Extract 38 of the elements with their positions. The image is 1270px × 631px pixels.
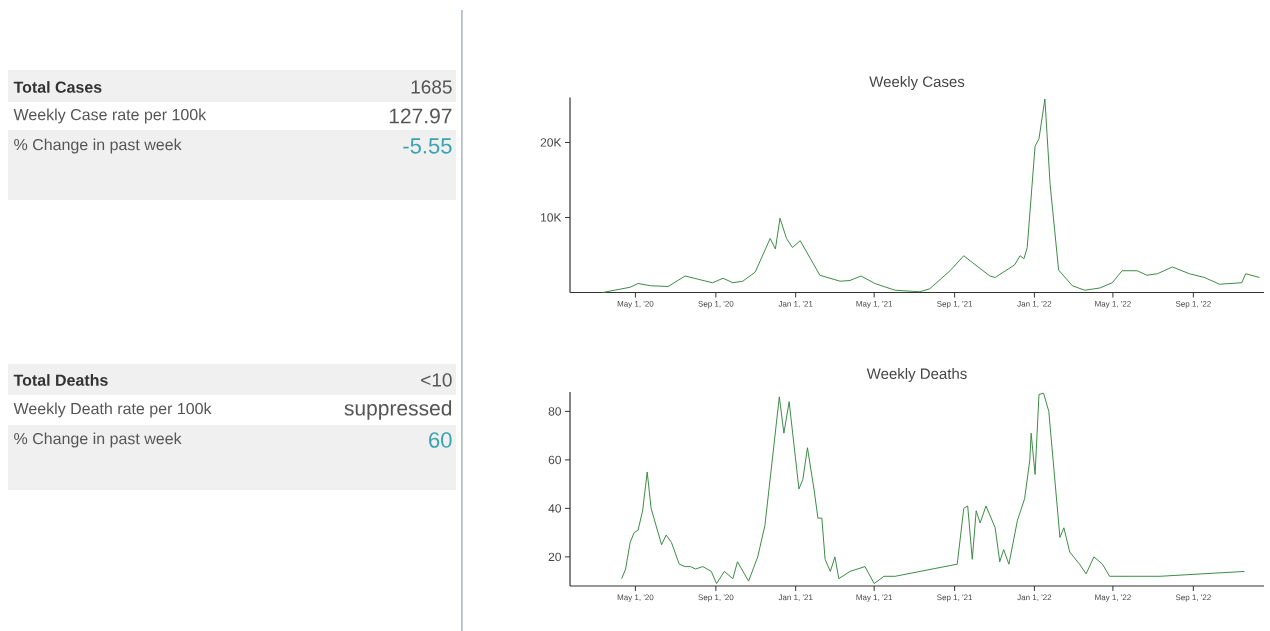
x-tick-label: May 1, '20: [617, 594, 654, 602]
text: % Change in past week: [14, 138, 182, 154]
x-tick-label: Jan 1, '21: [778, 301, 813, 308]
x-tick-label: Sep 1, '21: [937, 301, 973, 309]
y-tick-label: 60: [548, 455, 562, 465]
chart-title: Weekly Cases: [869, 76, 965, 90]
x-tick-label: Sep 1, '20: [698, 301, 734, 309]
line-series: [602, 98, 1260, 293]
x-tick-label: May 1, '20: [617, 301, 654, 309]
x-tick-label: Sep 1, '22: [1175, 301, 1211, 309]
y-tick-label: 10K: [541, 213, 562, 222]
line-series: [621, 392, 1245, 585]
x-tick-label: May 1, '22: [1095, 301, 1131, 309]
y-tick-label: 20: [548, 552, 562, 562]
x-tick-label: Sep 1, '20: [698, 594, 734, 602]
x-tick-label: Sep 1, '22: [1175, 594, 1211, 602]
text: 60: [429, 432, 452, 448]
text: % Change in past week: [14, 432, 182, 448]
x-tick-label: May 1, '21: [856, 301, 893, 309]
text: Weekly Case rate per 100k: [13, 108, 207, 124]
text: 1685: [411, 80, 452, 94]
y-tick-label: 20K: [540, 138, 562, 147]
text: -5.55: [403, 138, 452, 154]
text: 127.97: [389, 108, 452, 124]
x-tick-label: May 1, '22: [1095, 594, 1131, 602]
x-tick-label: Jan 1, '22: [1017, 594, 1052, 602]
chart-title: Weekly Deaths: [866, 368, 967, 382]
x-tick-label: May 1, '21: [856, 594, 893, 602]
text: <10: [421, 373, 452, 387]
text: Total Cases: [13, 81, 102, 93]
y-tick-label: 80: [548, 407, 562, 416]
y-tick-label: 40: [548, 504, 562, 513]
text: suppressed: [344, 400, 452, 420]
x-tick-label: Jan 1, '21: [778, 594, 813, 602]
x-tick-label: Sep 1, '21: [937, 594, 973, 602]
x-tick-label: Jan 1, '22: [1017, 301, 1052, 308]
text: Weekly Death rate per 100k: [13, 402, 212, 418]
text: Total Deaths: [13, 374, 108, 386]
